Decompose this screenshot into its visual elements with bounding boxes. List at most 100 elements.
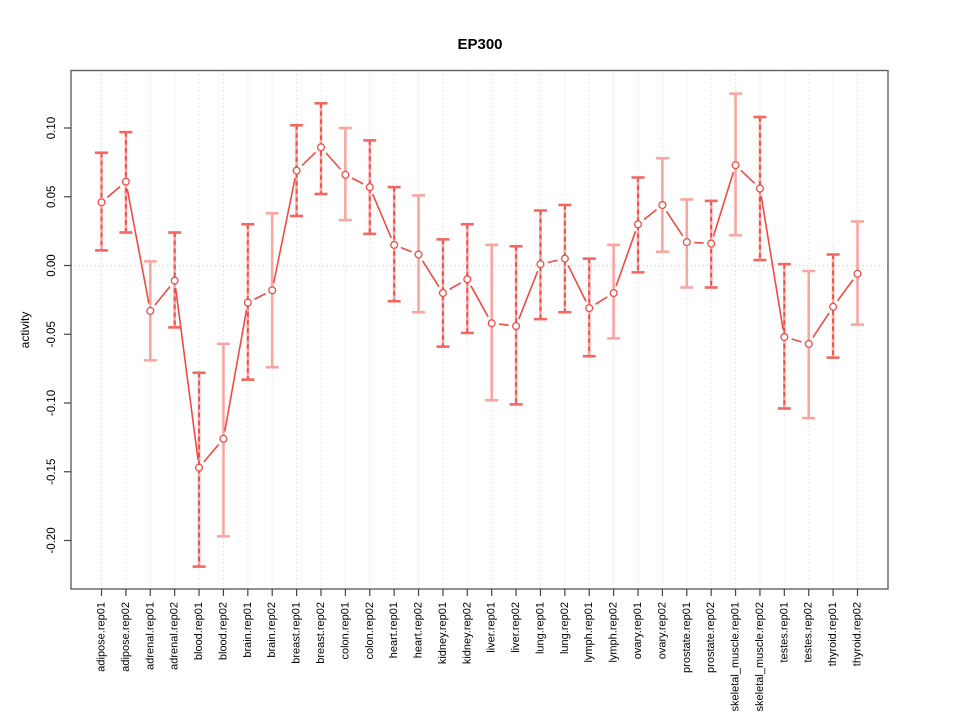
x-tick-label: kidney.rep02	[461, 602, 473, 664]
x-tick-label: ovary.rep02	[656, 602, 668, 659]
data-point	[146, 306, 155, 315]
y-tick-label: -0.05	[46, 321, 58, 347]
x-tick-label: liver.rep02	[510, 602, 522, 653]
y-axis: 0.10 0.05 0.00 -0.05 -0.10 -0.15 -0.20	[46, 117, 71, 554]
line-segment	[791, 338, 802, 343]
line-segment	[518, 270, 539, 320]
y-tick-label: 0.10	[46, 117, 58, 139]
data-point	[194, 463, 204, 472]
x-tick-label: thyroid.rep02	[851, 602, 863, 666]
y-tick-label: -0.10	[46, 390, 58, 416]
x-tick-label: skeletal_muscle.rep01	[730, 602, 742, 711]
x-tick-label: prostate.rep01	[681, 602, 693, 673]
data-point	[755, 184, 764, 193]
gridlines	[101, 70, 858, 589]
data-point	[219, 434, 228, 443]
line-segment	[499, 323, 509, 326]
data-point	[780, 332, 789, 342]
x-tick-label: heart.rep02	[413, 602, 425, 658]
data-point	[292, 166, 301, 175]
x-tick-label: adrenal.rep02	[169, 602, 181, 670]
data-point	[414, 250, 423, 259]
data-point	[731, 161, 740, 170]
error-bars	[95, 92, 864, 568]
x-tick-label: kidney.rep01	[437, 602, 449, 664]
plot-border	[70, 69, 889, 590]
line-segment	[665, 210, 684, 237]
line-segment	[301, 151, 317, 167]
x-tick-label: testes.rep02	[803, 602, 815, 663]
line-segment	[547, 259, 558, 264]
line-segment	[174, 287, 199, 461]
data-point	[633, 220, 643, 229]
x-tick-label: colon.rep02	[364, 602, 376, 660]
x-tick-label: colon.rep01	[339, 602, 351, 660]
line-segment	[567, 264, 587, 302]
data-point	[365, 183, 374, 192]
data-points	[97, 143, 862, 472]
series-line	[106, 151, 854, 463]
data-point	[536, 260, 545, 269]
plot-box	[70, 69, 889, 590]
data-point	[609, 288, 618, 298]
data-point	[463, 275, 472, 284]
line-segment	[615, 231, 637, 287]
data-point	[341, 170, 350, 179]
line-segment	[812, 312, 830, 339]
x-axis: adipose.rep01 adipose.rep02 adrenal.rep01 a…	[96, 589, 863, 711]
data-point	[121, 177, 130, 186]
line-segment	[203, 443, 220, 463]
line-segment	[449, 282, 462, 291]
data-point	[853, 269, 862, 278]
data-point	[438, 288, 447, 298]
line-segment	[351, 177, 364, 185]
y-tick-label: -0.15	[46, 459, 58, 485]
line-segment	[126, 188, 150, 304]
line-segment	[712, 172, 735, 237]
line-segment	[106, 185, 121, 199]
x-tick-label: ovary.rep01	[632, 602, 644, 659]
x-tick-label: adrenal.rep01	[144, 602, 156, 670]
data-point	[390, 240, 399, 249]
x-tick-label: lung.rep02	[559, 602, 571, 654]
x-tick-label: heart.rep01	[388, 602, 400, 658]
line-segment	[154, 285, 171, 306]
data-point	[512, 321, 521, 331]
y-tick-label: -0.20	[46, 527, 58, 553]
data-point	[560, 254, 569, 263]
data-point	[487, 319, 496, 328]
line-segment	[595, 296, 608, 305]
data-point	[658, 200, 667, 210]
x-tick-label: adipose.rep02	[120, 602, 132, 672]
line-segment	[325, 152, 341, 170]
chart-title: EP300	[457, 36, 503, 53]
line-segment	[643, 209, 658, 221]
x-tick-label: liver.rep01	[486, 602, 498, 653]
data-point	[268, 286, 277, 295]
line-segment	[371, 193, 392, 239]
x-tick-label: blood.rep02	[217, 602, 229, 660]
data-point	[804, 339, 813, 348]
x-tick-label: breast.rep02	[315, 602, 327, 664]
data-point	[170, 276, 179, 285]
x-tick-label: lymph.rep01	[583, 602, 595, 663]
x-tick-label: prostate.rep02	[705, 602, 717, 673]
line-segment	[740, 169, 756, 184]
data-point	[585, 304, 594, 313]
x-tick-label: breast.rep01	[291, 602, 303, 664]
y-tick-label: 0.00	[46, 254, 58, 276]
line-segment	[421, 260, 440, 288]
x-tick-label: brain.rep02	[266, 602, 278, 658]
line-segment	[254, 292, 266, 300]
x-tick-label: blood.rep01	[193, 602, 205, 660]
x-tick-label: brain.rep01	[242, 602, 254, 658]
data-point	[316, 143, 326, 152]
data-point	[707, 239, 716, 248]
x-tick-label: lung.rep01	[534, 602, 546, 654]
x-tick-label: thyroid.rep01	[827, 602, 839, 666]
data-point	[682, 238, 691, 247]
x-tick-label: skeletal_muscle.rep02	[754, 602, 766, 711]
line-segment	[760, 195, 784, 330]
